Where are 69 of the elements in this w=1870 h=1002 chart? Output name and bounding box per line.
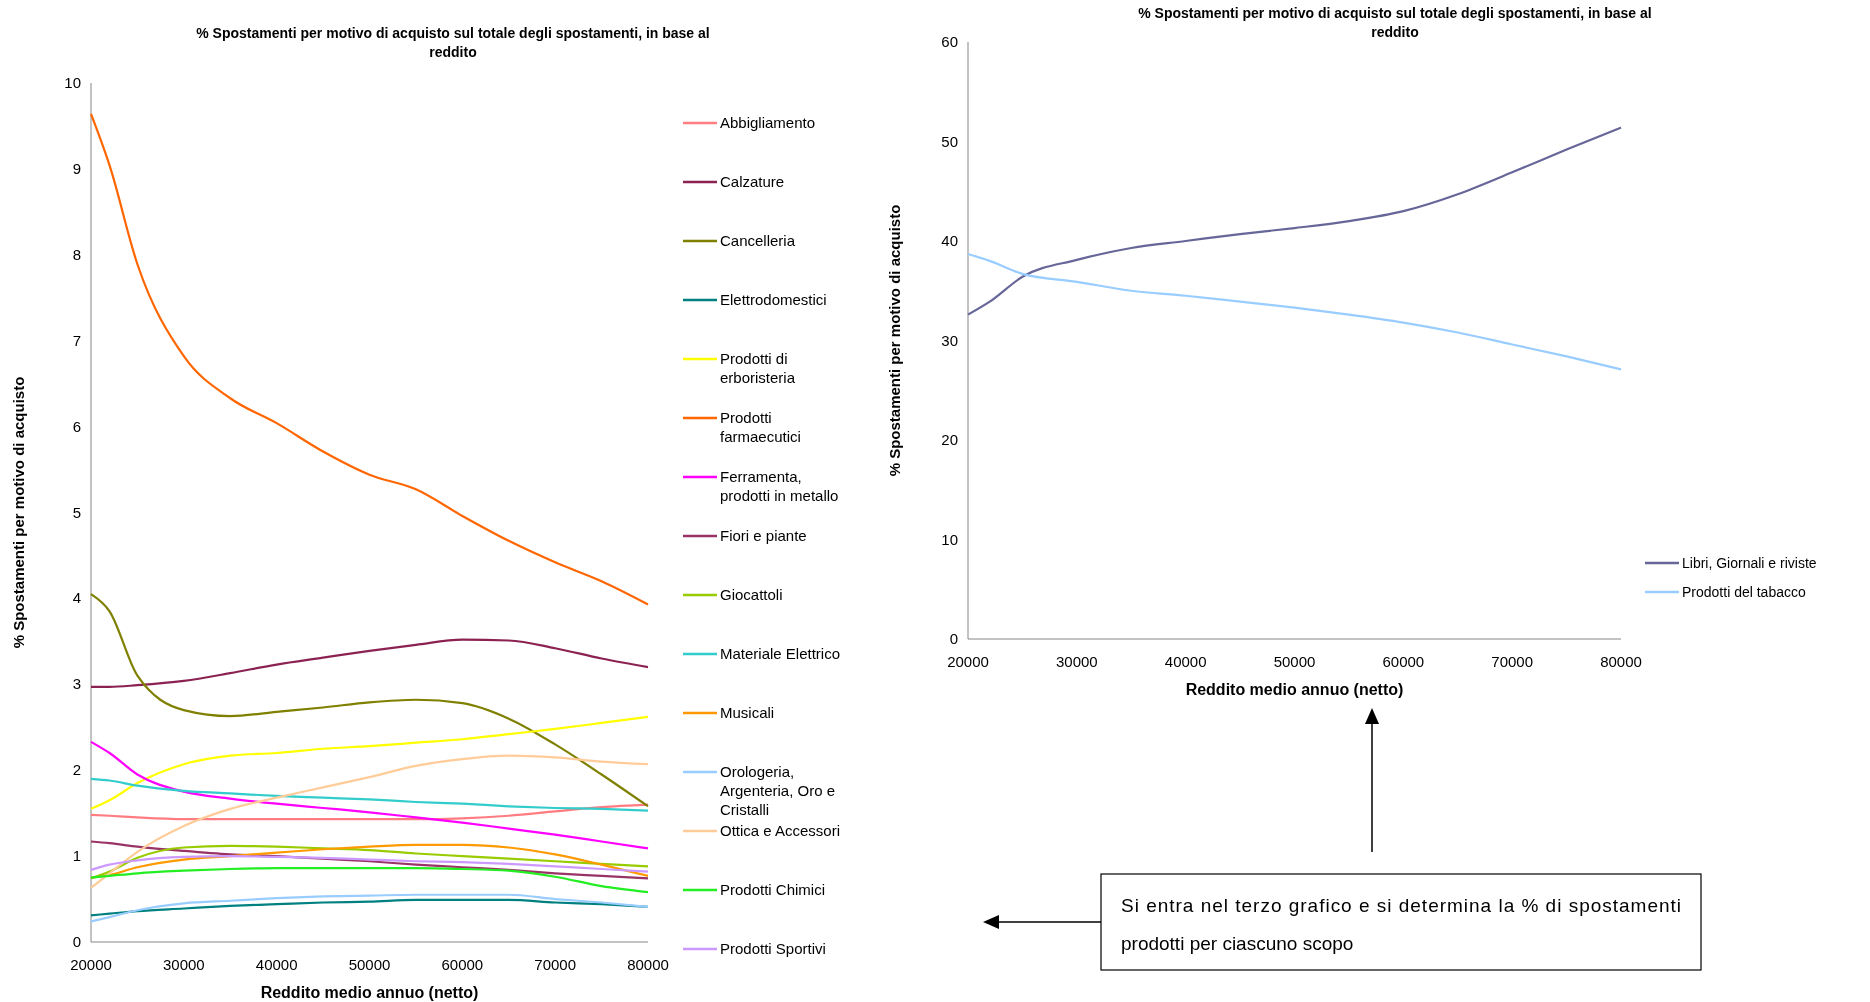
- y-tick-label: 3: [72, 675, 81, 693]
- y-tick-label: 0: [949, 630, 958, 647]
- legend-label: Cancelleria: [720, 232, 796, 249]
- legend-label: Prodotti Sportivi: [720, 940, 826, 957]
- legend-label: Abbigliamento: [720, 114, 816, 131]
- legend-label: Ferramenta, prodotti in metallo: [720, 468, 839, 504]
- legend-label: Ottica e Accessori: [720, 822, 841, 839]
- line-series: [89, 740, 650, 850]
- legend-label: Libri, Giornali e riviste: [1682, 555, 1817, 571]
- y-tick-label: 0: [72, 933, 81, 950]
- line-series: [89, 715, 650, 810]
- line-series: [89, 754, 650, 889]
- line-series: [89, 112, 650, 606]
- x-tick-label: 20000: [70, 956, 112, 973]
- legend-label: Fiori e piante: [720, 527, 807, 544]
- y-tick-label: 7: [72, 331, 81, 349]
- x-tick-label: 60000: [441, 956, 484, 973]
- legend-label: Calzature: [720, 173, 785, 190]
- line-series: [89, 638, 650, 688]
- legend-label: Materiale Elettrico: [720, 645, 841, 662]
- y-tick-label: 60: [941, 33, 958, 50]
- x-tick-label: 80000: [627, 956, 669, 973]
- legend-label: Orologeria, Argenteria, Oro e Cristalli: [720, 763, 836, 818]
- x-axis-title: Reddito medio annuo (netto): [260, 984, 479, 1001]
- line-series: [89, 803, 650, 821]
- legend-label: Musicali: [720, 704, 775, 721]
- y-tick-label: 30: [941, 331, 958, 349]
- x-tick-label: 30000: [162, 956, 205, 973]
- line-series: [89, 855, 650, 873]
- x-tick-label: 70000: [1491, 653, 1534, 670]
- line-series: [89, 777, 650, 812]
- line-series: [89, 593, 650, 808]
- x-tick-label: 70000: [534, 956, 577, 973]
- y-tick-label: 4: [72, 589, 81, 607]
- y-axis-title: % Spostamenti per motivo di acquisto: [886, 204, 903, 477]
- line-series: [966, 126, 1623, 316]
- y-tick-label: 2: [72, 761, 81, 779]
- legend-label: Elettrodomestici: [720, 291, 827, 308]
- x-tick-label: 80000: [1600, 653, 1642, 670]
- legend-label: Prodotti farmaecutici: [720, 409, 801, 445]
- x-tick-label: 40000: [1164, 653, 1207, 670]
- y-tick-label: 10: [64, 74, 81, 91]
- x-tick-label: 60000: [1382, 653, 1425, 670]
- y-tick-label: 9: [72, 159, 81, 177]
- y-tick-label: 1: [72, 847, 81, 865]
- x-axis-title: Reddito medio annuo (netto): [1185, 681, 1404, 698]
- y-tick-label: 40: [941, 232, 958, 249]
- y-tick-label: 50: [941, 132, 958, 150]
- y-tick-label: 20: [941, 431, 958, 448]
- line-series: [966, 252, 1623, 371]
- y-tick-label: 10: [941, 530, 958, 548]
- legend-label: Prodotti del tabacco: [1682, 584, 1806, 600]
- line-series: [89, 867, 650, 894]
- legend-label: Prodotti di erboristeria: [720, 350, 796, 386]
- line-series: [89, 893, 650, 923]
- legend-label: Prodotti Chimici: [720, 881, 826, 898]
- legend-label: Giocattoli: [720, 586, 783, 603]
- x-tick-label: 50000: [1273, 653, 1316, 670]
- x-tick-label: 30000: [1055, 653, 1098, 670]
- chart-title: % Spostamenti per motivo di acquisto sul totale degli spostamenti, in base al reddito: [1138, 5, 1652, 40]
- y-tick-label: 5: [72, 503, 81, 521]
- x-tick-label: 50000: [348, 956, 391, 973]
- text: Si entra nel terzo grafico e si determina la % di spostamenti prodotti per ciascuno scopo: [1121, 895, 1681, 954]
- y-tick-label: 6: [72, 417, 81, 435]
- x-tick-label: 40000: [255, 956, 298, 973]
- y-axis-title: % Spostamenti per motivo di acquisto: [10, 376, 27, 649]
- y-tick-label: 8: [72, 245, 81, 263]
- chart-title: % Spostamenti per motivo di acquisto sul totale degli spostamenti, in base al reddito: [196, 25, 710, 60]
- x-tick-label: 20000: [947, 653, 989, 670]
